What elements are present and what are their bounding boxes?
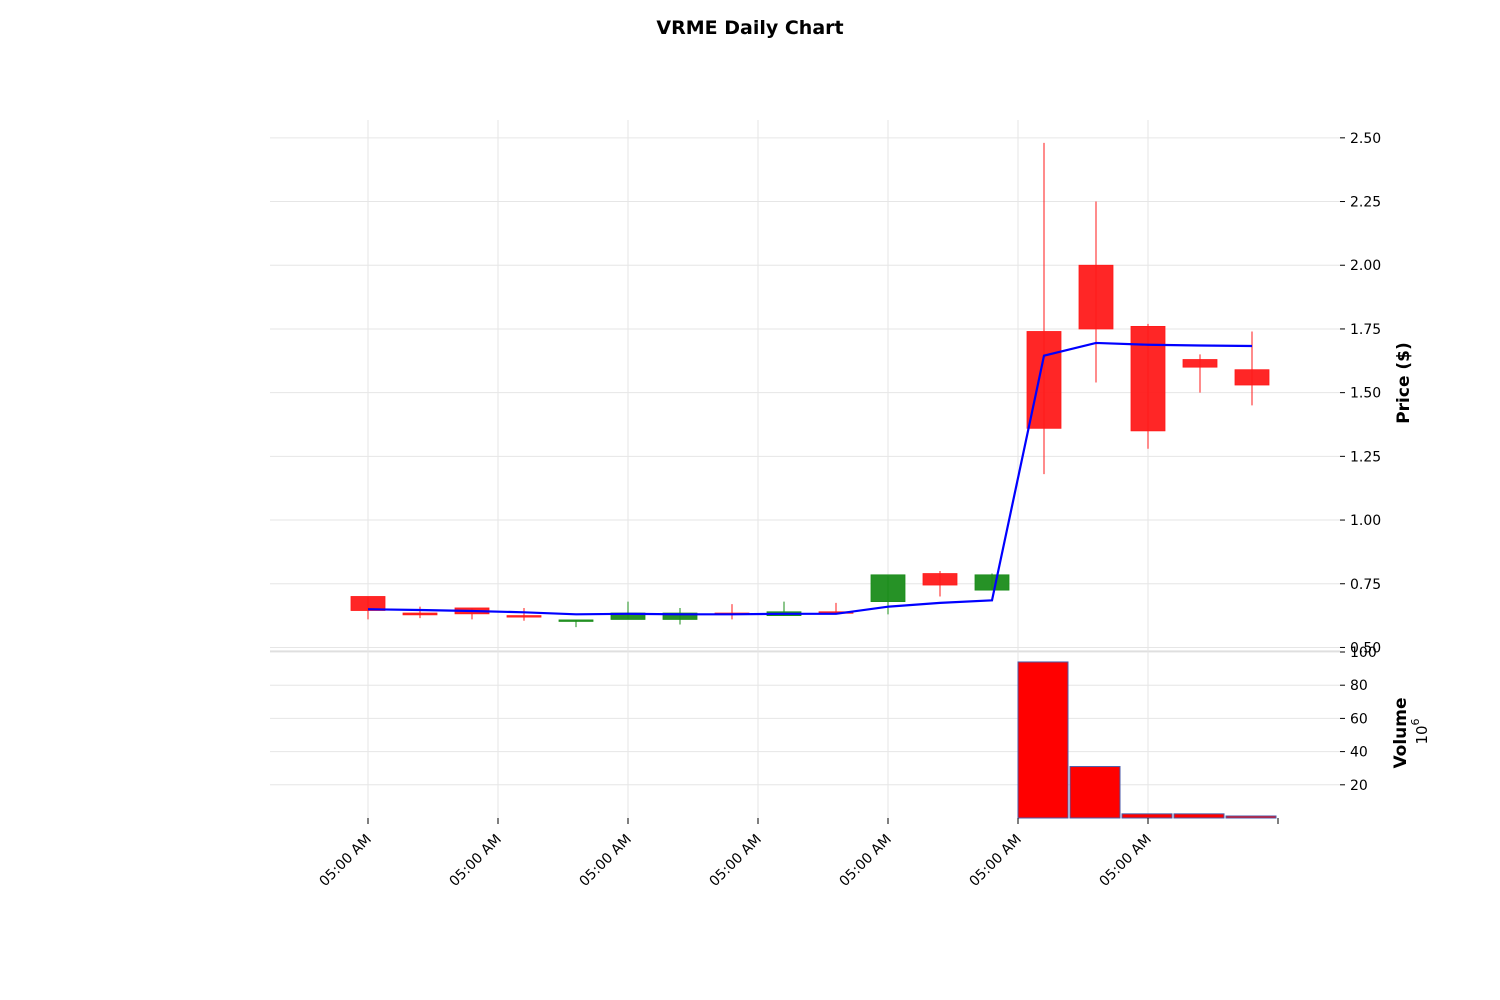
- axes: 0.50 0.75 1.00 1.25 1.50 1.75 2.00 2.25 2.50 20 40…: [317, 131, 1382, 890]
- price-tick-label: 1.50: [1350, 386, 1381, 402]
- volume-tick-label: 20: [1350, 778, 1368, 794]
- price-tick-label: 0.75: [1350, 577, 1381, 593]
- volume-tick-label: 60: [1350, 711, 1368, 727]
- x-tick-label: 05:00 AM: [967, 832, 1025, 890]
- chart-title: VRME Daily Chart: [656, 17, 844, 39]
- moving-average-line: [367, 341, 1253, 616]
- candle-body: [1078, 264, 1114, 330]
- x-tick-label: 05:00 AM: [707, 832, 765, 890]
- candle-body: [350, 596, 386, 611]
- volume-axis-label: Volume: [1391, 697, 1411, 768]
- candle-body: [506, 615, 542, 618]
- x-tick-label: 05:00 AM: [577, 832, 635, 890]
- price-tick-label: 1.00: [1350, 513, 1381, 529]
- volume-tick-label: 40: [1350, 745, 1368, 761]
- candle-body: [1182, 359, 1218, 368]
- volume-bar: [1225, 815, 1277, 819]
- price-axis-label: Price ($): [1394, 342, 1414, 424]
- x-tick-label: 05:00 AM: [837, 832, 895, 890]
- candle-body: [402, 612, 438, 616]
- volume-tick-label: 80: [1350, 678, 1368, 694]
- x-tick-label: 05:00 AM: [317, 832, 375, 890]
- candle-body: [1130, 325, 1166, 432]
- price-tick-label: 2.00: [1350, 258, 1381, 274]
- price-tick-label: 2.25: [1350, 195, 1381, 211]
- x-tick-label: 05:00 AM: [447, 832, 505, 890]
- volume-bar: [1121, 813, 1173, 819]
- candle-body: [558, 619, 594, 622]
- moving-average: [367, 341, 1253, 616]
- volume-bar: [1017, 661, 1069, 819]
- grid-lines: [270, 120, 1340, 818]
- candles: [350, 142, 1270, 628]
- price-tick-label: 0.50: [1350, 640, 1381, 656]
- volume-bar: [1173, 813, 1225, 819]
- volume-bar: [1069, 766, 1121, 819]
- price-tick-label: 1.75: [1350, 322, 1381, 338]
- volume-bars: [1017, 661, 1277, 819]
- candle-body: [870, 574, 906, 602]
- volume-tick-label: 100: [1350, 645, 1377, 661]
- candle-body: [1234, 369, 1270, 386]
- volume-multiplier-exponent: 6: [1409, 719, 1422, 726]
- candle-body: [974, 574, 1010, 591]
- price-tick-label: 1.25: [1350, 449, 1381, 465]
- candle-body: [662, 612, 698, 620]
- volume-multiplier-base: 10: [1413, 725, 1431, 744]
- candle-body: [922, 573, 958, 586]
- x-tick-label: 05:00 AM: [1097, 832, 1155, 890]
- volume-multiplier: 10 6: [1409, 719, 1431, 745]
- price-tick-label: 2.50: [1350, 131, 1381, 147]
